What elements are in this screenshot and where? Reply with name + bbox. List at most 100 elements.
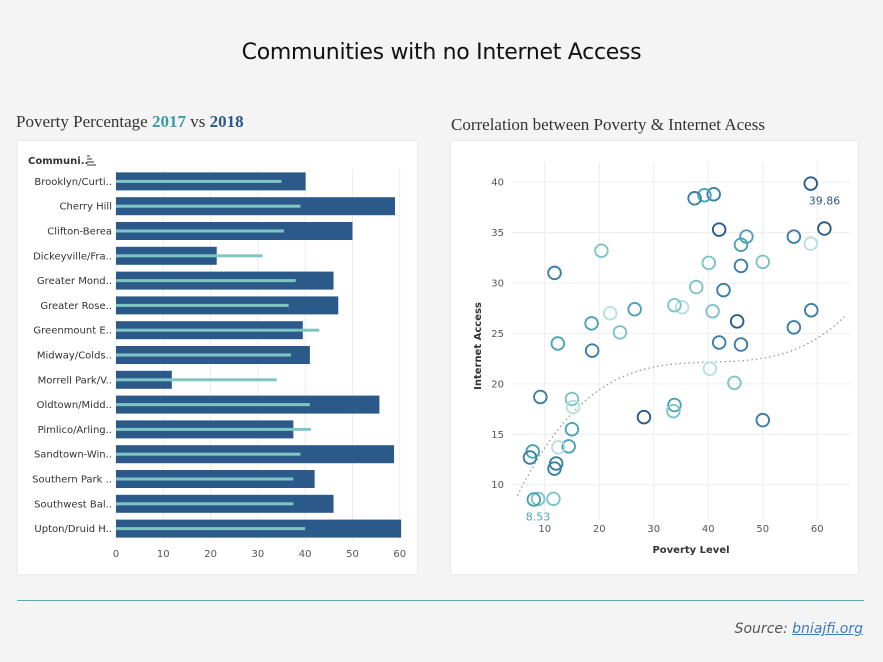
scatter-point[interactable] <box>733 237 749 252</box>
bar-chart-title-2017: 2017 <box>151 112 186 131</box>
scatter-point[interactable] <box>804 302 819 318</box>
bar-2017[interactable] <box>116 427 311 431</box>
x-tick-label: 10 <box>157 549 170 560</box>
scatter-chart-title: Correlation between Poverty & Internet A… <box>451 115 765 134</box>
scatter-point[interactable] <box>674 299 690 315</box>
x-tick-label: 20 <box>204 549 217 560</box>
x-tick-label: 0 <box>113 549 119 560</box>
scatter-point[interactable] <box>755 412 771 428</box>
scatter-point[interactable] <box>565 399 581 415</box>
x-tick-label: 60 <box>393 549 406 560</box>
scatter-point[interactable] <box>803 176 818 191</box>
y-tick-label: 10 <box>491 480 504 491</box>
scatter-point[interactable] <box>594 243 609 258</box>
bar-2017[interactable] <box>116 353 291 357</box>
scatter-point[interactable] <box>666 403 681 419</box>
x-tick-label: 50 <box>756 524 769 535</box>
scatter-point[interactable] <box>711 335 727 350</box>
bar-2017[interactable] <box>116 328 320 332</box>
category-label: Clifton-Berea <box>47 227 112 238</box>
y-tick-label: 35 <box>491 228 504 239</box>
category-label: Greater Mond.. <box>37 276 112 287</box>
scatter-point[interactable] <box>564 391 580 407</box>
x-tick-label: 40 <box>299 549 312 560</box>
data-label: 8.53 <box>526 511 551 524</box>
category-label: Cherry Hill <box>60 202 112 213</box>
scatter-point[interactable] <box>697 188 712 203</box>
source-link[interactable]: bniajfi.org <box>792 621 863 637</box>
scatter-point[interactable] <box>701 255 717 271</box>
x-tick-label: 60 <box>811 524 824 535</box>
scatter-point[interactable] <box>687 191 702 206</box>
bar-2017[interactable] <box>116 502 294 506</box>
category-label: Sandtown-Win.. <box>34 450 112 461</box>
category-label: Greenmount E.. <box>33 326 112 337</box>
scatter-point[interactable] <box>636 409 652 425</box>
y-axis-label: Internet Access <box>473 302 484 390</box>
bar-2017[interactable] <box>116 179 282 183</box>
bar-2017[interactable] <box>116 229 284 233</box>
source-note: Source: bniajfi.org <box>735 621 863 637</box>
scatter-point[interactable] <box>584 343 600 358</box>
scatter-point[interactable] <box>602 306 618 321</box>
scatter-point[interactable] <box>547 265 562 281</box>
x-axis-label: Poverty Level <box>652 545 729 556</box>
y-tick-label: 40 <box>491 178 504 189</box>
scatter-point[interactable] <box>755 254 771 270</box>
scatter-point[interactable] <box>667 297 682 313</box>
scatter-point[interactable] <box>627 301 642 317</box>
scatter-point[interactable] <box>729 314 745 329</box>
scatter-point[interactable] <box>733 258 749 274</box>
sort-icon[interactable] <box>87 155 96 166</box>
y-tick-label: 25 <box>491 329 504 340</box>
bar-2017[interactable] <box>116 403 310 407</box>
y-tick-label: 30 <box>491 279 504 290</box>
x-tick-label: 10 <box>538 524 551 535</box>
scatter-point[interactable] <box>561 439 576 454</box>
scatter-point[interactable] <box>689 279 704 295</box>
bar-2017[interactable] <box>116 452 301 456</box>
scatter-point[interactable] <box>803 236 818 251</box>
footer-divider <box>17 600 864 601</box>
category-label: Midway/Colds.. <box>37 351 112 362</box>
scatter-point[interactable] <box>522 450 538 465</box>
scatter-point[interactable] <box>716 282 731 298</box>
category-label: Upton/Druid H.. <box>34 524 112 535</box>
bar-2017[interactable] <box>116 527 306 531</box>
bar-2017[interactable] <box>116 254 263 258</box>
category-label: Brooklyn/Curti.. <box>34 177 112 188</box>
scatter-point[interactable] <box>786 320 802 335</box>
bar-2017[interactable] <box>116 477 294 481</box>
scatter-point[interactable] <box>547 461 562 476</box>
bar-chart-title: Poverty Percentage 2017 vs 2018 <box>16 112 244 132</box>
scatter-point[interactable] <box>612 325 628 340</box>
scatter-point[interactable] <box>817 221 832 236</box>
bar-2017[interactable] <box>116 303 289 307</box>
scatter-point[interactable] <box>526 492 542 507</box>
x-tick-label: 20 <box>593 524 606 535</box>
scatter-point[interactable] <box>551 440 566 455</box>
category-label: Southern Park .. <box>32 475 112 486</box>
scatter-point[interactable] <box>786 229 802 244</box>
x-tick-label: 30 <box>647 524 660 535</box>
bar-2017[interactable] <box>116 378 277 382</box>
scatter-point[interactable] <box>533 389 548 405</box>
column-header: Communi.. <box>28 156 88 167</box>
bar-2017[interactable] <box>116 279 296 283</box>
scatter-point[interactable] <box>550 336 566 351</box>
scatter-point[interactable] <box>733 337 749 352</box>
bar-2017[interactable] <box>116 204 301 208</box>
scatter-point[interactable] <box>564 421 580 437</box>
scatter-point[interactable] <box>667 397 682 413</box>
scatter-point[interactable] <box>705 304 720 319</box>
scatter-point[interactable] <box>706 187 721 202</box>
scatter-point[interactable] <box>727 375 742 391</box>
category-label: Oldtown/Midd.. <box>37 400 112 411</box>
scatter-point[interactable] <box>584 316 599 331</box>
scatter-point[interactable] <box>702 361 718 376</box>
scatter-point[interactable] <box>711 222 727 237</box>
bar-chart-card: Communi.. Brooklyn/Curti.. Cherry Hill Cli… <box>18 141 417 574</box>
category-label: Dickeyville/Fra.. <box>33 251 112 262</box>
scatter-point[interactable] <box>546 491 561 507</box>
y-tick-label: 20 <box>491 379 504 390</box>
